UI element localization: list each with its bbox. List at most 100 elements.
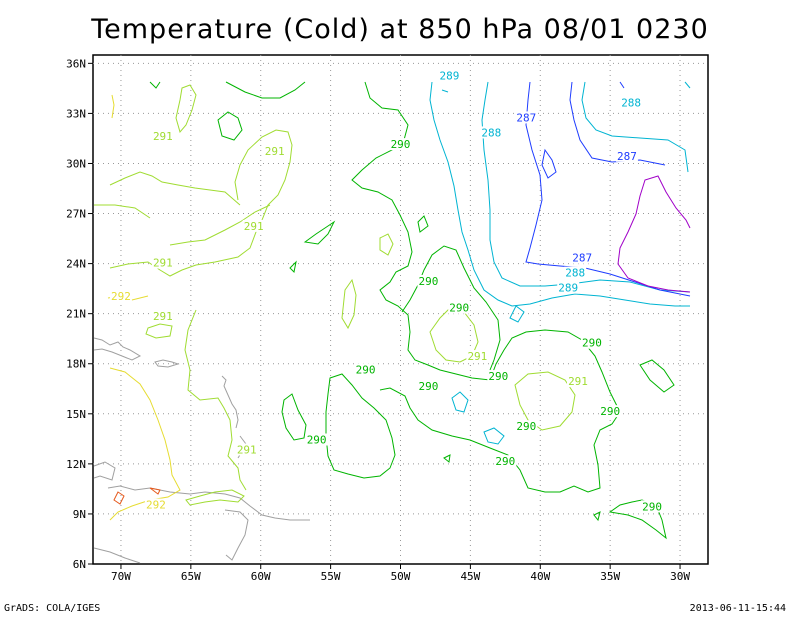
contour-label: 292 [146,499,166,512]
contour-291 [175,84,197,134]
contour-label-bg [641,500,664,513]
contour-label-bg [564,266,587,279]
contour-label: 291 [467,350,487,363]
footer-credit: GrADS: COLA/IGES [4,603,101,614]
contour-289 [483,427,505,445]
contour-288 [581,81,689,173]
contour-label-bg [263,144,286,157]
contour-290 [417,215,429,233]
venezuela-coast [107,485,310,521]
contour-291 [429,305,479,363]
y-tick-label: 12N [66,458,86,471]
x-tick-label: 60W [251,570,271,583]
x-tick-label: 55W [321,570,341,583]
footer-timestamp: 2013-06-11-15:44 [689,603,786,614]
puerto-rico-coast [154,359,180,368]
contour-290 [217,111,243,141]
contour-label: 291 [244,220,264,233]
contour-label-bg [448,301,471,314]
contour-label: 289 [558,282,578,295]
contour-291 [514,371,576,431]
contour-291 [379,233,394,256]
contour-291 [185,489,245,506]
contour-291 [94,204,151,219]
y-tick-label: 18N [66,358,86,371]
coastlines [93,337,310,564]
contour-label: 291 [237,444,257,457]
contour-label: 288 [621,96,641,109]
contour-291 [169,204,271,246]
contour-label-bg [354,363,377,376]
contour-label-bg [242,219,265,232]
contour-290 [149,81,161,89]
contour-label: 287 [617,150,637,163]
contour-label: 290 [449,302,469,315]
contour-label-bg [305,433,328,446]
contour-label: 290 [391,138,411,151]
contour-label: 290 [582,337,602,350]
contour-label-bg [109,289,132,302]
contour-label: 290 [488,370,508,383]
contour-290 [289,260,297,274]
contour-label: 290 [516,420,536,433]
map-title: Temperature (Cold) at 850 hPa 08/01 0230 [91,14,709,45]
y-tick-label: 30N [66,157,86,170]
south-coast [93,547,141,564]
contour-label-bg [438,69,461,82]
contour-label: 291 [153,257,173,270]
contour-287 [525,81,691,297]
guyana-coast [224,509,249,561]
venezuela-coast-west [93,461,116,481]
contour-290 [281,393,307,441]
contour-292 [111,94,115,119]
contour-label-bg [144,498,167,511]
contour-label: 292 [111,290,131,303]
contour-290 [225,81,306,99]
contour-290 [443,454,451,463]
contour-290 [325,373,396,479]
contour-label: 289 [439,70,459,83]
contour-label: 290 [307,434,327,447]
contour-label: 291 [153,310,173,323]
contour-291 [109,171,241,206]
contour-291 [145,323,173,339]
contour-288 [684,81,691,89]
contour-290 [593,511,601,522]
contour-289 [429,81,690,307]
grid-lines [93,55,708,564]
contour-287 [619,81,625,89]
contour-label-bg [494,455,517,468]
y-tick-label: 21N [66,308,86,321]
contour-291 [341,278,357,330]
contour-label: 290 [419,275,439,288]
axis-ticks: 70W 65W 60W 55W 50W 45W 40W 35W 30W 36N 33N 30N 27N 2… [66,57,690,583]
contour-label: 290 [356,363,376,376]
contour-label-bg [620,96,643,109]
contour-label: 290 [495,455,515,468]
y-tick-label: 36N [66,57,86,70]
x-tick-label: 30W [670,570,690,583]
contour-label: 290 [419,380,439,393]
contour-label: 287 [572,252,592,265]
contour-label-bg [417,380,440,393]
y-tick-label: 6N [73,558,86,571]
y-tick-label: 24N [66,258,86,271]
x-tick-label: 45W [460,570,480,583]
contour-label-bg [571,251,594,264]
contour-289 [451,391,469,413]
x-tick-label: 65W [181,570,201,583]
x-tick-label: 70W [111,570,131,583]
contour-label: 288 [481,126,501,139]
contour-290 [608,499,667,540]
contour-lines [94,81,691,540]
x-tick-label: 35W [600,570,620,583]
map-frame [92,54,709,565]
contour-label-bg [599,405,622,418]
contour-label: 291 [153,130,173,143]
y-tick-label: 9N [73,508,86,521]
contour-label-bg [466,350,489,363]
y-tick-label: 15N [66,408,86,421]
contour-label-bg [615,149,638,162]
